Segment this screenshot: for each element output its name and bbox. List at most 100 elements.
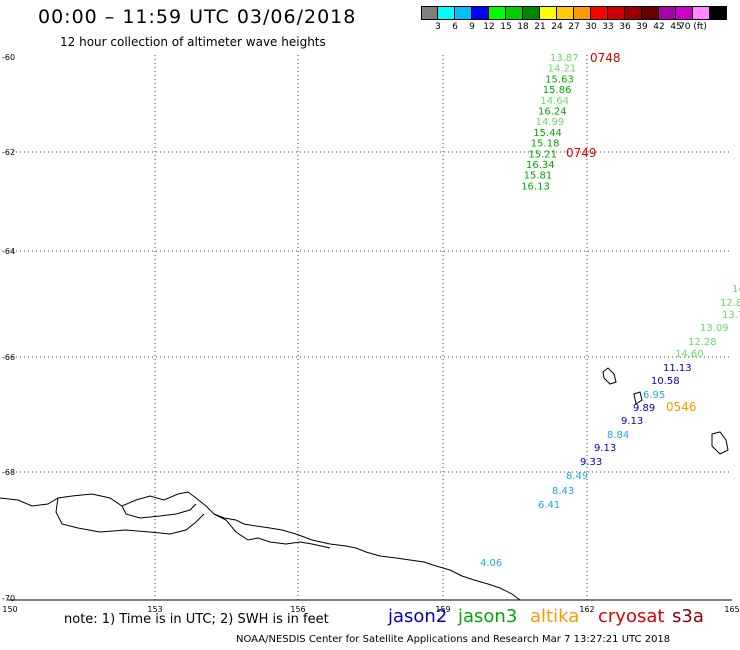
wave-height-reading: 15.86 <box>543 85 572 96</box>
scale-label: 33 <box>602 22 614 32</box>
wave-height-reading: 15.21 <box>528 149 557 160</box>
scale-label: 30 <box>585 22 597 32</box>
map-title: 00:00 – 11:59 UTC 03/06/2018 <box>38 6 357 28</box>
latitude-label: -70 <box>2 594 15 603</box>
scale-swatch <box>506 6 523 20</box>
wave-height-reading: 6.41 <box>538 500 560 511</box>
scale-label: 27 <box>568 22 580 32</box>
wave-height-reading: 15.63 <box>545 74 574 85</box>
wave-height-readings: 13.8714.2115.6315.8614.6416.2414.9915.44… <box>480 51 740 569</box>
scale-label: 45 <box>670 22 682 32</box>
axis-labels: -60 -62 -64 -66 -68 -70 150 153 156 159 162 165 <box>2 53 740 614</box>
legend-cryosat: cryosat <box>598 606 665 627</box>
latitude-label: -62 <box>2 148 15 157</box>
wave-height-reading: 15.81 <box>524 171 553 182</box>
legend-jason2: jason2 <box>388 606 448 627</box>
color-scale <box>421 6 727 20</box>
pass-time-label: 0546 <box>666 400 697 414</box>
legend-s3a: s3a <box>672 606 704 627</box>
scale-swatch <box>676 6 693 20</box>
scale-label: 24 <box>551 22 563 32</box>
scale-label: 42 <box>653 22 665 32</box>
longitude-label: 150 <box>2 605 17 614</box>
wave-height-reading: 16.24 <box>538 107 567 118</box>
wave-height-reading: 14.99 <box>536 117 565 128</box>
pass-time-label: 0749 <box>566 146 597 160</box>
wave-height-reading: 8.43 <box>552 486 574 497</box>
scale-swatch <box>591 6 608 20</box>
scale-label: 39 <box>636 22 648 32</box>
map-grid <box>8 55 732 601</box>
map-subtitle: 12 hour collection of altimeter wave hei… <box>60 35 326 49</box>
wave-height-reading: 9.13 <box>621 416 643 427</box>
pass-time-label: 0748 <box>590 51 621 65</box>
antarctic-coastline <box>0 491 521 601</box>
wave-height-reading: 13.87 <box>550 53 579 64</box>
scale-swatch <box>659 6 676 20</box>
island-outline <box>602 367 617 385</box>
island-outline <box>633 391 643 405</box>
scale-label: 9 <box>469 22 475 32</box>
scale-label: 36 <box>619 22 631 32</box>
wave-height-reading: 11.13 <box>663 363 692 374</box>
scale-swatch <box>455 6 472 20</box>
wave-height-reading: 14.64 <box>540 96 569 107</box>
scale-label: 3 <box>435 22 441 32</box>
scale-swatch <box>642 6 659 20</box>
scale-swatch <box>693 6 710 20</box>
scale-label: 21 <box>534 22 546 32</box>
scale-swatch <box>625 6 642 20</box>
wave-height-reading: 15.44 <box>533 128 562 139</box>
wave-height-reading: 13.79 <box>722 310 740 321</box>
wave-height-reading: 14 <box>732 284 740 295</box>
scale-label: 6 <box>452 22 458 32</box>
latitude-label: -64 <box>2 247 15 256</box>
wave-height-reading: 16.34 <box>526 160 555 171</box>
scale-swatch <box>540 6 557 20</box>
latitude-label: -60 <box>2 53 15 62</box>
scale-label: 15 <box>500 22 512 32</box>
scale-swatch <box>557 6 574 20</box>
wave-height-reading: 10.58 <box>651 376 680 387</box>
credit-line: NOAA/NESDIS Center for Satellite Applica… <box>236 634 671 645</box>
wave-height-reading: 9.13 <box>594 443 616 454</box>
longitude-label: 159 <box>435 605 450 614</box>
wave-height-reading: 12.28 <box>688 337 717 348</box>
scale-swatch <box>523 6 540 20</box>
bay-outline <box>213 513 331 549</box>
scale-label: 70 (ft) <box>679 22 707 32</box>
wave-height-reading: 12.8 <box>720 298 740 309</box>
wave-height-reading: 14.60 <box>675 349 704 360</box>
wave-height-reading: 8.84 <box>607 430 629 441</box>
wave-height-reading: 16.13 <box>521 181 550 192</box>
scale-swatch <box>710 6 727 20</box>
wave-height-reading: 8.49 <box>566 471 588 482</box>
longitude-label: 153 <box>147 605 162 614</box>
island-outline <box>711 431 729 455</box>
latitude-label: -66 <box>2 353 15 362</box>
scale-swatch <box>472 6 489 20</box>
longitude-label: 156 <box>290 605 305 614</box>
legend-altika: altika <box>530 606 580 627</box>
scale-swatch <box>608 6 625 20</box>
longitude-label: 165 <box>724 605 739 614</box>
latitude-label: -68 <box>2 468 15 477</box>
scale-swatch <box>421 6 438 20</box>
scale-swatch <box>438 6 455 20</box>
wave-height-reading: 13.09 <box>700 323 729 334</box>
scale-label: 12 <box>483 22 495 32</box>
footer-note: note: 1) Time is in UTC; 2) SWH is in fe… <box>64 612 329 627</box>
scale-swatch <box>489 6 506 20</box>
wave-height-reading: 9.33 <box>580 457 602 468</box>
wave-height-reading: 9.89 <box>633 403 655 414</box>
peninsula-outline <box>55 497 205 535</box>
wave-height-reading: 15.18 <box>531 139 560 150</box>
wave-height-reading: 6.95 <box>643 390 665 401</box>
wave-height-reading: 14.21 <box>548 64 577 75</box>
longitude-label: 162 <box>579 605 594 614</box>
legend-jason3: jason3 <box>458 606 518 627</box>
scale-swatch <box>574 6 591 20</box>
scale-label: 18 <box>517 22 529 32</box>
wave-height-reading: 4.06 <box>480 558 502 569</box>
